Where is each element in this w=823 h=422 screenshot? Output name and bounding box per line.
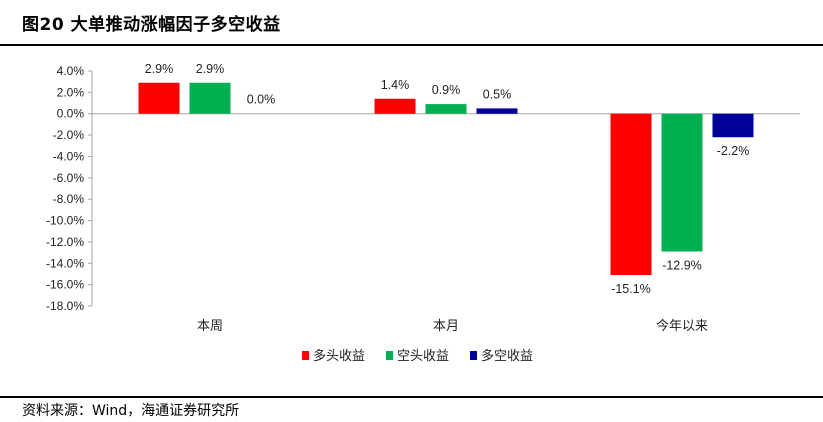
y-tick-label: 2.0% — [57, 85, 85, 99]
legend-label: 多头收益 — [313, 348, 365, 364]
title-rule — [0, 44, 823, 46]
bar — [661, 113, 703, 252]
y-tick-label: 0.0% — [57, 107, 85, 121]
bar-chart: 4.0% 2.0% 0.0% -2.0% -4.0% -6.0% -8.0% -10.0% -1… — [46, 62, 800, 364]
bar — [712, 113, 754, 138]
data-label: 2.9% — [196, 62, 225, 76]
y-tick-label: -10.0% — [46, 214, 84, 228]
legend-label: 多空收益 — [481, 348, 533, 364]
y-tick-label: -6.0% — [53, 171, 85, 185]
footer-rule — [0, 396, 823, 398]
y-tick-label: -14.0% — [46, 256, 84, 270]
data-label: 0.5% — [483, 87, 512, 101]
legend-swatch — [302, 351, 309, 360]
y-tick-label: -18.0% — [46, 299, 84, 313]
data-label: 0.9% — [432, 83, 461, 97]
y-tick-label: -12.0% — [46, 235, 84, 249]
bar — [374, 98, 416, 114]
x-category-label: 本月 — [433, 319, 459, 334]
bar — [610, 113, 652, 276]
y-tick-label: -16.0% — [46, 278, 84, 292]
bar — [189, 82, 231, 114]
data-label: 2.9% — [145, 62, 174, 76]
legend-swatch — [470, 351, 477, 360]
bars: 2.9% 2.9% 0.0% 1.4% 0.9% 0.5% -15.1% -12.9% -2.2… — [138, 62, 754, 296]
y-tick-label: -8.0% — [53, 192, 85, 206]
bar — [476, 108, 518, 114]
legend-swatch — [386, 351, 393, 360]
bar — [425, 104, 467, 114]
data-label: -15.1% — [611, 282, 651, 296]
y-tick-label: -4.0% — [53, 149, 85, 163]
x-category-label: 本周 — [197, 319, 223, 334]
y-axis: 4.0% 2.0% 0.0% -2.0% -4.0% -6.0% -8.0% -10.0% -1… — [46, 64, 93, 313]
source-note: 资料来源：Wind，海通证券研究所 — [22, 403, 240, 419]
data-label: -12.9% — [662, 259, 702, 273]
bar — [138, 82, 180, 114]
chart-title: 图20 大单推动涨幅因子多空收益 — [22, 15, 281, 35]
x-category-label: 今年以来 — [656, 318, 708, 334]
y-tick-label: -2.0% — [53, 128, 85, 142]
legend: 多头收益 空头收益 多空收益 — [302, 348, 533, 364]
data-label: 1.4% — [381, 78, 410, 92]
legend-label: 空头收益 — [397, 349, 449, 364]
y-tick-label: 4.0% — [57, 64, 85, 78]
data-label: 0.0% — [247, 93, 276, 107]
data-label: -2.2% — [717, 144, 750, 158]
